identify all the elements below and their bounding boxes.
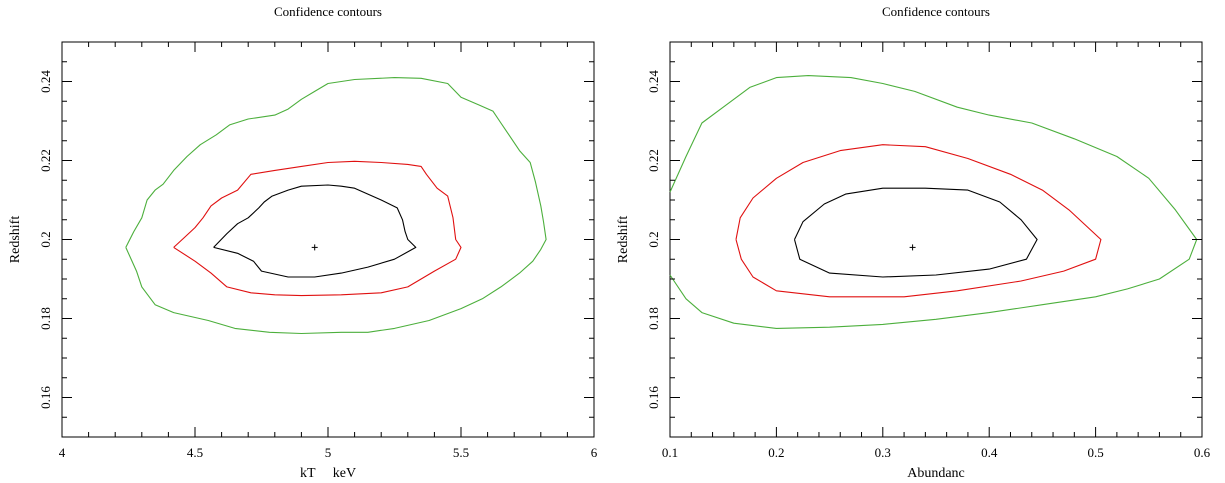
left-contour-lines [125,77,547,335]
left-plot-frame [61,41,595,438]
left-y-tick-label: 0.22 [38,149,53,172]
right-x-tick-label: 0.3 [875,445,891,460]
right-contour-panel: Confidence contours 0.1 0.2 0.3 0.4 0.5 0.60.… [616,4,1211,481]
left-best-fit-marker [311,244,318,251]
left-y-tick-label: 0.24 [38,70,53,93]
right-best-fit-marker [909,244,916,251]
left-x-tick-label: 4 [59,445,66,460]
right-y-tick-label: 0.2 [646,231,661,247]
left-x-tick-label: 5.5 [453,445,469,460]
left-contour-outer [125,77,547,335]
right-panel-title: Confidence contours [882,4,990,19]
right-x-tick-label: 0.6 [1194,445,1211,460]
left-axis-ticks [61,41,595,438]
right-y-tick-label: 0.22 [646,149,661,172]
left-y-tick-label: 0.18 [38,307,53,330]
right-y-tick-label: 0.24 [646,70,661,93]
left-panel-title: Confidence contours [274,4,382,19]
right-x-tick-label: 0.4 [981,445,998,460]
right-contour-inner [793,187,1038,278]
left-x-tick-label: 4.5 [187,445,203,460]
right-x-tick-label: 0.5 [1087,445,1103,460]
right-contour-lines [669,75,1198,329]
right-x-tick-label: 0.1 [662,445,678,460]
right-axis-ticks [669,41,1203,438]
right-tick-labels: 0.1 0.2 0.3 0.4 0.5 0.6 0.16 0.18 0.2 0.22 0.24 [646,70,1211,460]
left-x-tick-label: 6 [591,445,598,460]
right-contour-middle [735,144,1102,298]
right-y-axis-label: Redshift [616,216,631,264]
left-contour-inner [213,184,417,278]
left-y-tick-label: 0.16 [38,386,53,409]
right-y-tick-label: 0.18 [646,307,661,330]
right-y-tick-label: 0.16 [646,386,661,409]
left-x-axis-label: kT keV [300,466,356,481]
right-x-tick-label: 0.2 [768,445,784,460]
right-contour-outer [669,75,1198,329]
right-plot-frame [669,41,1203,438]
left-y-axis-label: Redshift [8,216,23,264]
right-x-axis-label: Abundanc [907,466,965,481]
left-contour-panel: Confidence contours 4 4.5 5 5.5 6 0.16 0.18 0.2… [8,4,598,481]
left-tick-labels: 4 4.5 5 5.5 6 0.16 0.18 0.2 0.22 0.24 [38,70,598,460]
left-contour-middle [173,160,462,297]
left-x-tick-label: 5 [325,445,332,460]
left-y-tick-label: 0.2 [38,231,53,247]
